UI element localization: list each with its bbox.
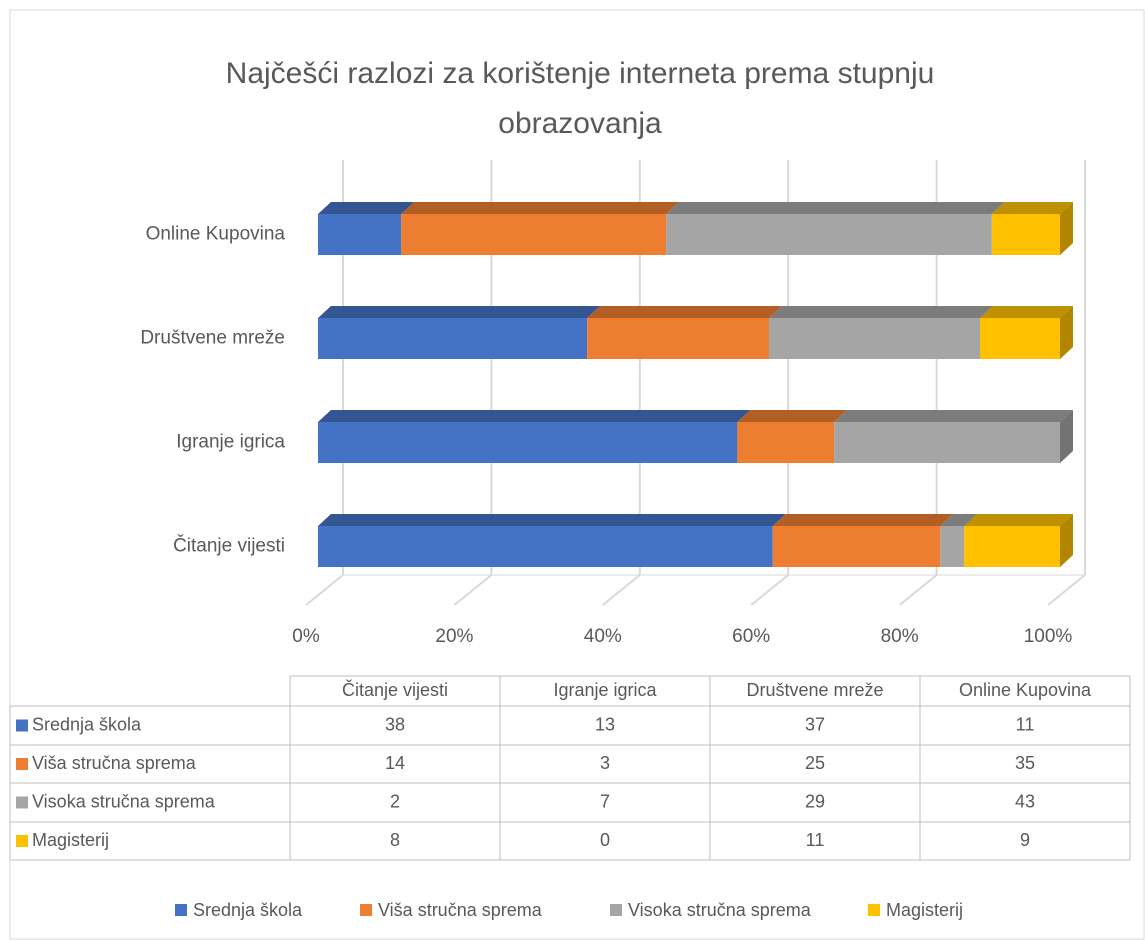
legend-label: Srednja škola	[193, 900, 303, 920]
chart-frame	[9, 9, 1145, 940]
table-key	[16, 719, 28, 732]
bar-side	[1060, 514, 1073, 567]
table-series-name: Magisterij	[32, 830, 109, 850]
bar-top	[940, 514, 978, 526]
bar-top	[979, 306, 1073, 318]
x-tick-label: 60%	[732, 626, 770, 647]
table-series-name: Visoka stručna sprema	[32, 791, 216, 811]
bar-top	[318, 410, 751, 422]
table-header: Čitanje vijesti	[342, 679, 448, 700]
x-tick-label: 40%	[584, 626, 622, 647]
table-cell: 29	[805, 791, 825, 811]
table-cell: 9	[1020, 830, 1030, 850]
bar	[834, 422, 1060, 463]
table-header: Online Kupovina	[959, 680, 1092, 700]
legend-swatch	[175, 904, 187, 916]
grid-floor	[602, 574, 641, 606]
table-cell: 43	[1015, 791, 1035, 811]
table-cell: 25	[805, 753, 825, 773]
x-tick-label: 80%	[881, 626, 919, 647]
table-cell: 3	[600, 753, 610, 773]
y-tick-label: Online Kupovina	[146, 224, 286, 245]
legend-label: Viša stručna sprema	[378, 900, 543, 920]
legend-swatch	[868, 904, 880, 916]
bar-top	[587, 306, 783, 318]
table-cell: 35	[1015, 753, 1035, 773]
table-series-name: Viša stručna sprema	[32, 753, 197, 773]
y-tick-label: Društvene mreže	[140, 328, 285, 349]
bar	[401, 214, 667, 255]
bar	[940, 526, 965, 567]
bar	[769, 318, 980, 359]
bar-top	[964, 514, 1073, 526]
bar	[318, 318, 588, 359]
table-cell: 7	[600, 791, 610, 811]
bar	[991, 214, 1060, 255]
table-cell: 37	[805, 714, 825, 734]
table-cell: 11	[1016, 714, 1035, 734]
bar-top	[318, 514, 786, 526]
table-key	[16, 796, 28, 809]
bar-top	[318, 202, 415, 214]
grid-floor	[1047, 574, 1086, 606]
bar	[318, 526, 773, 567]
bar-side	[1060, 306, 1073, 359]
table-cell: 11	[806, 830, 825, 850]
table-cell: 8	[390, 830, 400, 850]
legend-swatch	[360, 904, 372, 916]
x-tick-label: 100%	[1024, 626, 1073, 647]
bar	[772, 526, 941, 567]
x-tick-label: 20%	[435, 626, 473, 647]
grid-floor	[305, 574, 344, 606]
table-cell: 38	[385, 714, 405, 734]
bar	[666, 214, 992, 255]
bar	[737, 422, 835, 463]
x-tick-label: 0%	[292, 626, 320, 647]
legend-swatch	[610, 904, 622, 916]
table-key	[16, 758, 28, 770]
bar	[964, 526, 1060, 567]
bar	[318, 422, 738, 463]
bar-top	[737, 410, 848, 422]
legend-label: Magisterij	[886, 900, 963, 920]
table-header: Igranje igrica	[553, 680, 657, 700]
bar-side	[1060, 410, 1073, 463]
bar-top	[772, 514, 954, 526]
bar-top	[318, 306, 601, 318]
bar-top	[401, 202, 680, 214]
table-cell: 13	[595, 714, 615, 734]
table-header: Društvene mreže	[746, 680, 883, 700]
table-series-name: Srednja škola	[32, 714, 142, 734]
bar	[318, 214, 402, 255]
table-cell: 0	[600, 830, 610, 850]
table-key	[16, 835, 28, 847]
chart-title: Najčešći razlozi za korištenje interneta…	[226, 57, 935, 140]
y-tick-label: Čitanje vijesti	[173, 535, 285, 557]
bar-top	[666, 202, 1005, 214]
grid-floor	[750, 574, 789, 606]
legend-label: Visoka stručna sprema	[628, 900, 812, 920]
bar-top	[834, 410, 1073, 422]
bar	[979, 318, 1060, 359]
bar-top	[991, 202, 1073, 214]
grid-floor	[453, 574, 493, 606]
y-tick-label: Igranje igrica	[176, 432, 285, 453]
bar	[587, 318, 770, 359]
bar-top	[769, 306, 993, 318]
table-cell: 2	[390, 791, 400, 811]
table-cell: 14	[385, 753, 405, 773]
bar-side	[1060, 202, 1073, 255]
grid-floor	[898, 574, 938, 606]
